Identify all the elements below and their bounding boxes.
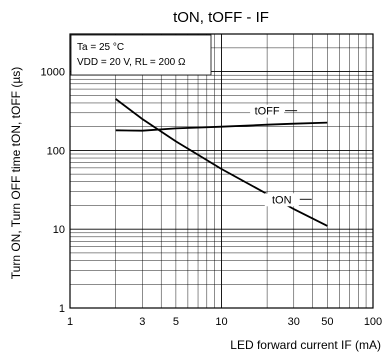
x-axis-label: LED forward current IF (mA) bbox=[230, 338, 381, 352]
y-tick-label: 100 bbox=[47, 145, 65, 157]
y-axis-label: Turn ON, Turn OFF time tON, tOFF (µs) bbox=[9, 67, 23, 279]
series-label-bg bbox=[264, 193, 299, 207]
series-line-toff bbox=[115, 121, 328, 132]
series-lines: tOFF tON bbox=[115, 98, 328, 227]
y-tick-label: 1000 bbox=[41, 67, 65, 79]
x-tick-label: 50 bbox=[321, 316, 333, 328]
x-tick-label: 5 bbox=[173, 316, 179, 328]
series-label-ton: tON bbox=[272, 194, 292, 206]
grid bbox=[70, 34, 373, 308]
x-tick-label: 10 bbox=[215, 316, 227, 328]
tick-labels: 1 3 5 10 30 50 100 1 10 100 1000 bbox=[41, 67, 383, 328]
x-tick-label: 100 bbox=[364, 316, 382, 328]
series-label-bg bbox=[250, 104, 285, 118]
y-tick-label: 1 bbox=[59, 303, 65, 315]
plot-frame bbox=[69, 33, 374, 309]
x-tick-label: 1 bbox=[67, 316, 73, 328]
conditions-box: Ta = 25 °C VDD = 20 V, RL = 200 Ω bbox=[70, 34, 212, 76]
series-line-ton bbox=[115, 98, 328, 227]
series-label-toff: tOFF bbox=[255, 106, 280, 118]
condition-text: VDD = 20 V, RL = 200 Ω bbox=[77, 57, 186, 68]
conditions-box-bg bbox=[70, 34, 212, 76]
y-tick-label: 10 bbox=[53, 224, 65, 236]
chart-title: tON, tOFF - IF bbox=[173, 9, 269, 26]
x-tick-label: 3 bbox=[139, 316, 145, 328]
x-tick-label: 30 bbox=[288, 316, 300, 328]
condition-text: Ta = 25 °C bbox=[77, 42, 124, 53]
